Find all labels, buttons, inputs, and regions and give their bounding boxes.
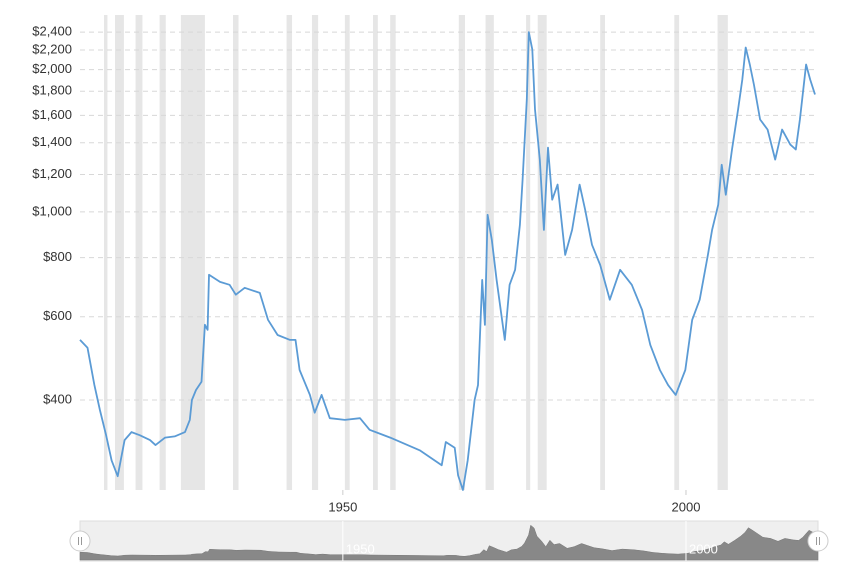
y-tick-label: $600 bbox=[43, 308, 72, 323]
y-tick-label: $2,000 bbox=[32, 61, 72, 76]
x-tick-label: 2000 bbox=[672, 499, 701, 514]
y-tick-label: $1,200 bbox=[32, 166, 72, 181]
y-tick-label: $1,400 bbox=[32, 134, 72, 149]
y-tick-label: $1,000 bbox=[32, 203, 72, 218]
navigator-tick-label: 2000 bbox=[689, 541, 718, 556]
recession-band bbox=[159, 15, 166, 490]
navigator-tick-label: 1950 bbox=[346, 541, 375, 556]
y-tick-label: $1,600 bbox=[32, 107, 72, 122]
recession-band bbox=[373, 15, 378, 490]
y-tick-label: $1,800 bbox=[32, 83, 72, 98]
x-tick-label: 1950 bbox=[328, 499, 357, 514]
recession-band bbox=[600, 15, 605, 490]
recession-band bbox=[537, 15, 547, 490]
y-tick-label: $400 bbox=[43, 391, 72, 406]
recession-band bbox=[311, 15, 319, 490]
navigator-area bbox=[79, 524, 819, 561]
recession-band bbox=[390, 15, 396, 490]
price-line bbox=[79, 31, 816, 491]
navigator-handle[interactable] bbox=[807, 530, 829, 552]
y-tick-label: $2,400 bbox=[32, 24, 72, 39]
recession-band bbox=[717, 15, 728, 490]
recession-band bbox=[286, 15, 293, 490]
recession-band bbox=[135, 15, 143, 490]
y-tick-label: $800 bbox=[43, 249, 72, 264]
recession-band bbox=[526, 15, 531, 490]
recession-band bbox=[180, 15, 205, 490]
recession-band bbox=[674, 15, 680, 490]
recession-band bbox=[344, 15, 350, 490]
recession-band bbox=[485, 15, 494, 490]
recession-band bbox=[104, 15, 108, 490]
navigator-handle[interactable] bbox=[69, 530, 91, 552]
recession-band bbox=[115, 15, 124, 490]
recession-band bbox=[233, 15, 239, 490]
recession-band bbox=[458, 15, 465, 490]
y-tick-label: $2,200 bbox=[32, 41, 72, 56]
